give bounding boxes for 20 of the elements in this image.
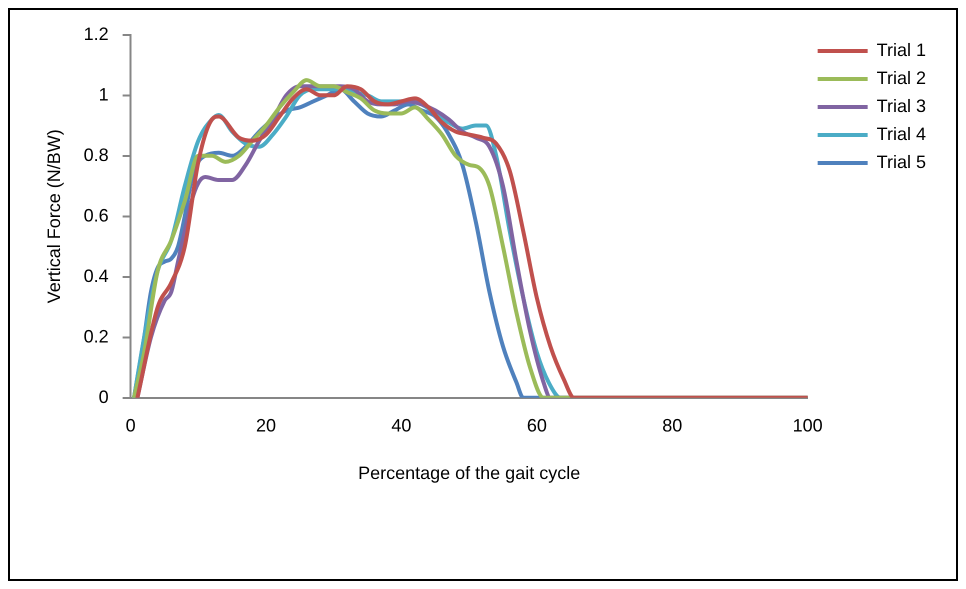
y-tick-label: 1 (98, 84, 109, 104)
y-tick-label: 0.2 (84, 326, 109, 346)
x-tick-label: 20 (256, 416, 276, 436)
y-tick-label: 0.4 (84, 266, 109, 286)
x-tick-label: 60 (526, 416, 547, 436)
x-tick-label: 100 (792, 416, 823, 436)
y-tick-label: 1.2 (84, 24, 109, 44)
legend-label: Trial 3 (876, 96, 926, 116)
legend-label: Trial 2 (876, 68, 926, 88)
y-tick-label: 0 (98, 386, 109, 407)
x-tick-label: 0 (126, 416, 136, 436)
y-tick-label: 0.8 (84, 144, 109, 165)
x-axis-title: Percentage of the gait cycle (358, 463, 580, 484)
x-tick-label: 80 (662, 416, 682, 436)
y-axis-title: Vertical Force (N/BW) (44, 129, 64, 304)
legend-label: Trial 5 (876, 152, 926, 172)
y-tick-label: 0.6 (84, 205, 109, 226)
x-tick-label: 40 (391, 416, 412, 436)
legend-label: Trial 4 (876, 124, 926, 144)
legend-label: Trial 1 (876, 40, 926, 60)
